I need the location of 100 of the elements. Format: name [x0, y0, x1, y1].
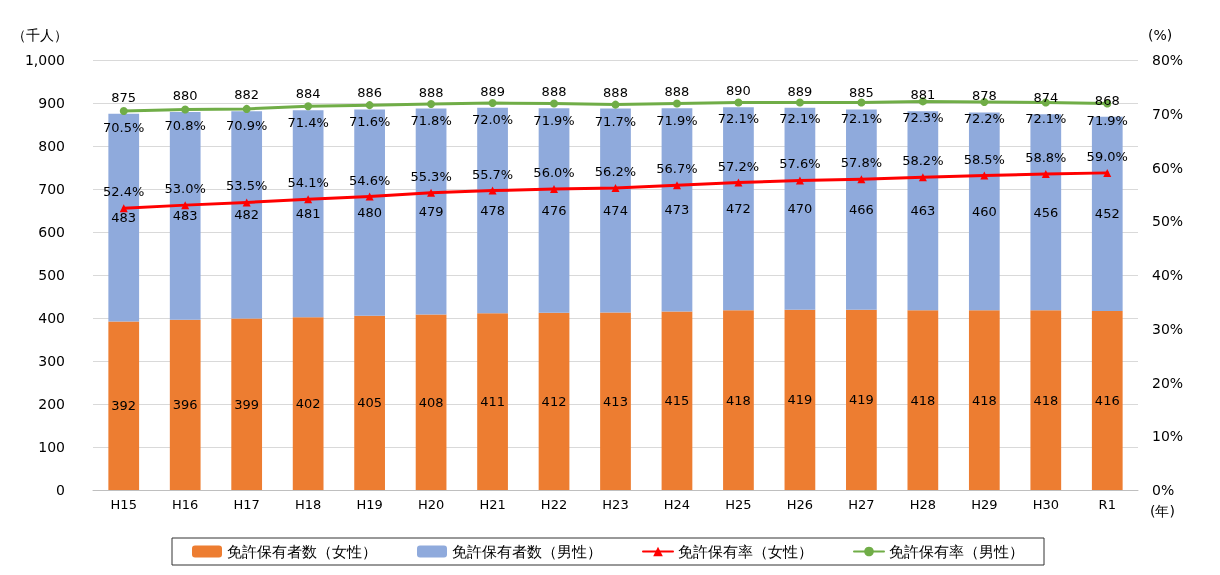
- point: [980, 171, 989, 180]
- data-label: 71.7%: [594, 113, 637, 129]
- bar: [354, 315, 385, 490]
- y2-tick-label: 40%: [1152, 267, 1184, 283]
- data-label: 56.0%: [533, 165, 575, 180]
- total-label: 886: [357, 85, 383, 101]
- bar: [784, 309, 816, 490]
- data-label: 72.1%: [1025, 111, 1067, 127]
- data-label: 72.1%: [717, 111, 760, 127]
- data-label: 402: [295, 396, 321, 412]
- data-label: 70.5%: [103, 120, 145, 136]
- data-label: 483: [111, 210, 137, 226]
- bar: [907, 310, 939, 490]
- data-label: 52.4%: [103, 184, 145, 200]
- total-label: 878: [971, 88, 997, 104]
- x-tick-label: H21: [479, 497, 506, 512]
- point: [242, 104, 251, 113]
- data-label: 418: [726, 392, 751, 408]
- x-tick-label: H16: [172, 497, 199, 512]
- bar: [169, 319, 201, 490]
- point: [611, 100, 620, 109]
- point: [672, 181, 681, 190]
- data-label: 72.0%: [471, 112, 514, 127]
- legend-label: 免許保有者数（女性）: [227, 542, 377, 561]
- point: [1103, 168, 1112, 177]
- bar: [1030, 310, 1062, 490]
- bar: [292, 317, 324, 490]
- data-label: 71.9%: [1086, 112, 1128, 128]
- data-label: 72.2%: [963, 110, 1005, 126]
- data-label: 483: [172, 208, 198, 224]
- data-label: 466: [848, 202, 874, 218]
- data-label: 57.6%: [779, 156, 821, 172]
- data-label: 57.2%: [717, 158, 760, 174]
- data-label: 470: [787, 201, 813, 217]
- x-tick-label: H22: [540, 497, 568, 512]
- bar: [723, 310, 754, 490]
- data-label: 392: [111, 398, 137, 414]
- bar: [846, 309, 877, 490]
- bar: [600, 312, 631, 490]
- y-tick-label: 800: [38, 138, 65, 154]
- y-tick-label: 200: [38, 396, 65, 412]
- data-label: 54.1%: [287, 175, 329, 191]
- total-label: 888: [664, 84, 690, 100]
- point: [611, 183, 620, 192]
- y2-tick-label: 50%: [1152, 213, 1184, 230]
- data-label: 57.8%: [840, 155, 883, 171]
- data-label: 413: [603, 393, 628, 409]
- bar: [968, 310, 1000, 490]
- x-tick-label: H30: [1032, 497, 1059, 512]
- x-tick-label: H29: [971, 497, 998, 512]
- y-tick-label: 0: [56, 482, 65, 498]
- y2-axis-title: (%): [1148, 27, 1173, 43]
- x-tick-label: H28: [909, 497, 937, 512]
- point: [365, 192, 374, 201]
- data-label: 478: [480, 203, 505, 218]
- data-label: 71.8%: [410, 113, 452, 129]
- data-label: 411: [480, 394, 505, 410]
- y-axis-title: （千人）: [12, 27, 68, 43]
- point: [304, 102, 313, 111]
- y2-tick-label: 70%: [1152, 105, 1184, 122]
- data-label: 481: [295, 206, 321, 222]
- y-tick-label: 500: [38, 267, 65, 283]
- data-label: 472: [726, 201, 751, 217]
- y-tick-label: 700: [38, 181, 65, 197]
- x-tick-label: H18: [294, 497, 322, 512]
- data-label: 71.9%: [533, 112, 575, 128]
- data-label: 58.5%: [963, 151, 1005, 167]
- data-label: 71.6%: [348, 114, 391, 130]
- data-label: 53.0%: [164, 181, 206, 197]
- x-tick-label: H19: [356, 497, 383, 512]
- data-label: 460: [971, 203, 997, 219]
- bar: [415, 314, 447, 490]
- data-label: 405: [357, 395, 383, 411]
- data-label: 396: [172, 397, 198, 413]
- total-label: 888: [418, 84, 444, 100]
- total-label: 885: [848, 85, 874, 101]
- point: [672, 99, 681, 108]
- bar: [1091, 311, 1123, 490]
- point: [119, 107, 128, 116]
- data-label: 479: [418, 204, 444, 220]
- bar: [231, 318, 263, 490]
- total-label: 888: [603, 84, 628, 100]
- data-label: 418: [1033, 392, 1059, 408]
- point: [734, 98, 743, 107]
- data-label: 59.0%: [1086, 148, 1128, 164]
- data-label: 452: [1094, 206, 1120, 222]
- total-label: 888: [541, 84, 567, 100]
- x-tick-label: H25: [725, 497, 752, 512]
- point: [427, 100, 436, 109]
- data-label: 408: [418, 394, 444, 410]
- point: [550, 99, 559, 108]
- x-tick-label: H24: [663, 497, 691, 512]
- x-tick-label: H23: [602, 497, 629, 512]
- data-label: 416: [1094, 393, 1120, 409]
- total-label: 875: [111, 89, 137, 105]
- point: [550, 185, 559, 193]
- y-tick-label: 300: [38, 353, 65, 369]
- data-label: 70.9%: [226, 117, 268, 133]
- x-tick-label: R1: [1098, 497, 1116, 512]
- point: [181, 105, 190, 114]
